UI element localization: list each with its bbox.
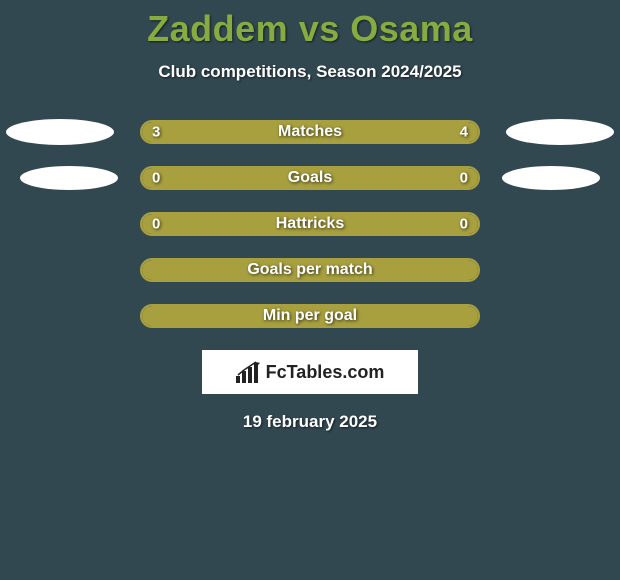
bar-fill (142, 214, 478, 234)
bar-fill-left (142, 122, 286, 142)
player-badge-right (502, 166, 600, 190)
stat-row: 34Matches (0, 120, 620, 144)
stat-value-left: 3 (152, 124, 160, 141)
stat-value-left: 0 (152, 170, 160, 187)
player-badge-left (6, 119, 114, 145)
stat-bar: Goals per match (140, 258, 480, 282)
bar-fill-right (286, 122, 478, 142)
stat-value-right: 4 (460, 124, 468, 141)
logo-text: FcTables.com (266, 362, 385, 383)
stat-bar: Min per goal (140, 304, 480, 328)
stat-value-right: 0 (460, 216, 468, 233)
stat-value-right: 0 (460, 170, 468, 187)
logo-box: FcTables.com (202, 350, 418, 394)
bar-fill (142, 306, 478, 326)
stat-row: Goals per match (0, 258, 620, 282)
stat-bar: 00Goals (140, 166, 480, 190)
stats-rows: 34Matches00Goals00HattricksGoals per mat… (0, 120, 620, 328)
stat-bar: 34Matches (140, 120, 480, 144)
player-badge-right (506, 119, 614, 145)
stat-value-left: 0 (152, 216, 160, 233)
stat-bar: 00Hattricks (140, 212, 480, 236)
subtitle: Club competitions, Season 2024/2025 (0, 62, 620, 82)
player-badge-left (20, 166, 118, 190)
stat-row: Min per goal (0, 304, 620, 328)
bar-fill (142, 260, 478, 280)
bar-fill (142, 168, 478, 188)
logo-chart-icon (236, 361, 262, 383)
date-line: 19 february 2025 (0, 412, 620, 432)
stat-row: 00Goals (0, 166, 620, 190)
page-title: Zaddem vs Osama (0, 0, 620, 50)
stat-row: 00Hattricks (0, 212, 620, 236)
